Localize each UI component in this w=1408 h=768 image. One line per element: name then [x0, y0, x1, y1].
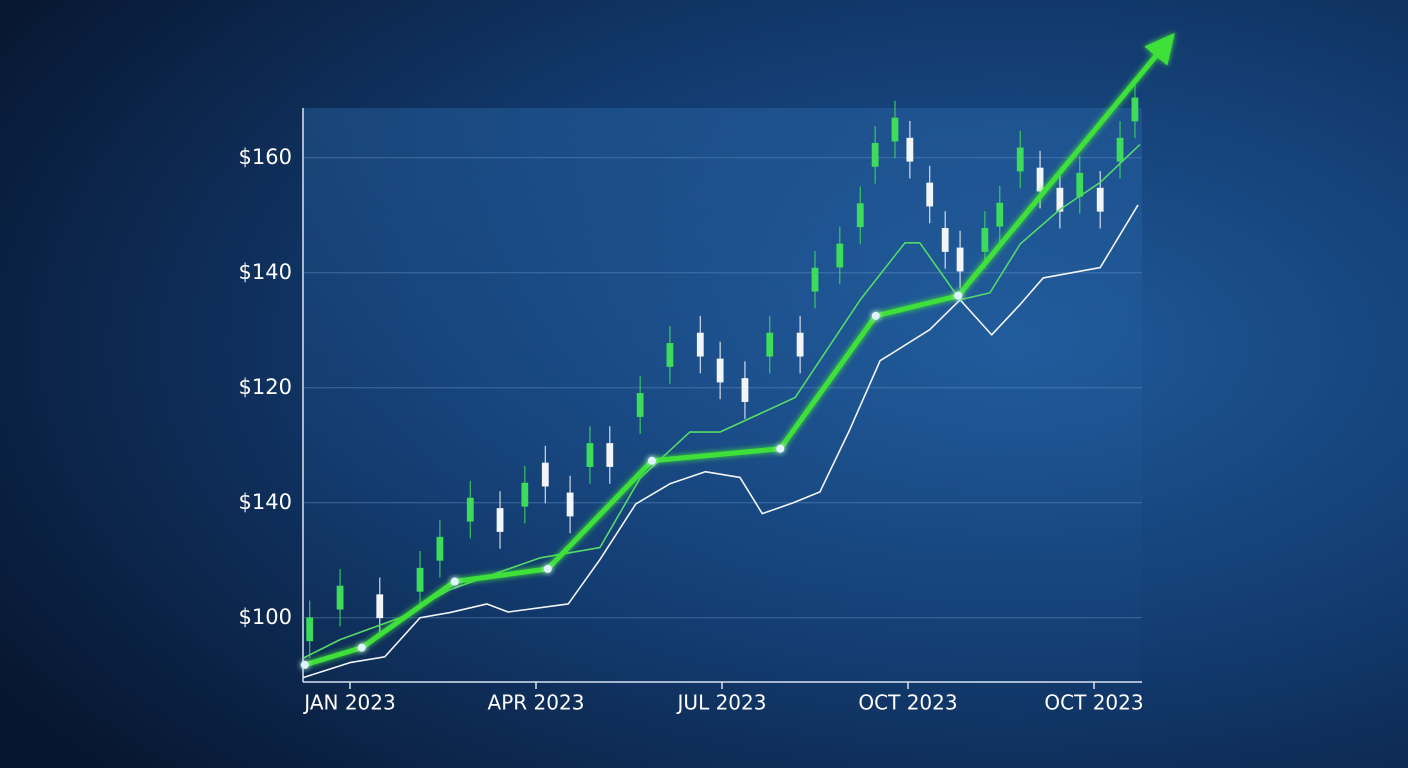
candle-body	[856, 203, 864, 228]
candle-body	[741, 378, 749, 402]
candle-body	[891, 117, 899, 142]
candle-body	[766, 332, 774, 357]
candle-body	[871, 142, 879, 167]
y-tick-label: $100	[239, 605, 292, 629]
candle-body	[376, 594, 384, 619]
y-tick-label: $140	[239, 260, 292, 284]
glow-point	[357, 643, 366, 652]
candle-body	[436, 536, 444, 561]
candle-body	[716, 358, 724, 383]
candle-body	[796, 332, 804, 357]
candle-body	[666, 343, 674, 367]
candle-body	[566, 492, 574, 517]
x-tick-label: JAN 2023	[302, 691, 395, 715]
candle-body	[496, 508, 504, 532]
x-tick-label: OCT 2023	[1044, 691, 1143, 715]
candle-body	[1116, 137, 1124, 162]
candle-body	[306, 617, 314, 642]
candle-body	[996, 202, 1004, 227]
candle-body	[696, 332, 704, 357]
candle-body	[906, 137, 914, 162]
candle-body	[416, 567, 424, 592]
candle-body	[466, 497, 474, 522]
candle-body	[1096, 187, 1104, 212]
glow-point	[647, 456, 656, 465]
glow-point	[450, 577, 459, 586]
candle-body	[586, 443, 594, 467]
glow-point	[543, 564, 552, 573]
candle-body	[1016, 147, 1024, 172]
y-tick-label: $120	[239, 375, 292, 399]
candle-body	[606, 443, 614, 467]
candle-body	[1036, 167, 1044, 192]
glow-point	[954, 291, 963, 300]
candle-body	[1076, 172, 1084, 197]
candle-body	[521, 482, 529, 507]
candle-body	[541, 462, 549, 487]
line-series	[303, 143, 1141, 659]
y-tick-label: $140	[239, 490, 292, 514]
glow-point	[300, 660, 309, 669]
candle-body	[1131, 97, 1139, 122]
glow-point	[776, 444, 785, 453]
candle-body	[1056, 187, 1064, 212]
candle-body	[636, 393, 644, 417]
y-tick-label: $160	[239, 145, 292, 169]
candle-body	[956, 247, 964, 272]
plot-area	[303, 108, 1142, 682]
glow-point	[871, 311, 880, 320]
x-tick-label: APR 2023	[488, 691, 585, 715]
candle-body	[811, 267, 819, 292]
candle-body	[836, 243, 844, 268]
line-series	[303, 204, 1139, 679]
candle-body	[981, 228, 989, 252]
candle-body	[926, 182, 934, 207]
candle-body	[941, 228, 949, 252]
x-tick-label: JUL 2023	[676, 691, 767, 715]
x-tick-label: OCT 2023	[858, 691, 957, 715]
candle-body	[336, 585, 344, 610]
